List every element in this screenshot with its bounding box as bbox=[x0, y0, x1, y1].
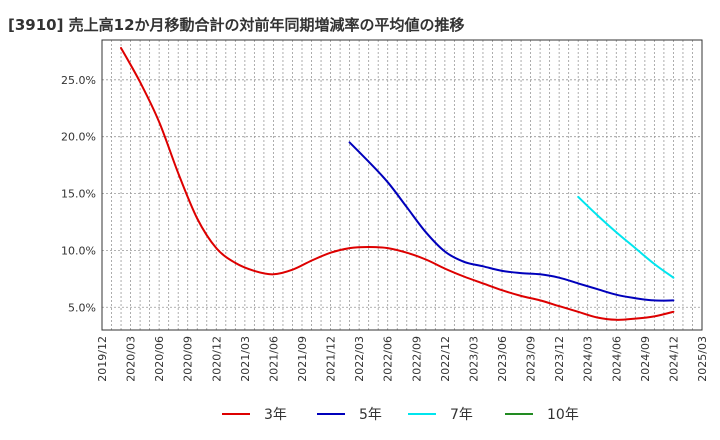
x-tick-label: 2020/09 bbox=[182, 336, 195, 382]
series-line-2 bbox=[348, 141, 675, 302]
y-tick-label: 10.0% bbox=[61, 244, 96, 257]
x-tick-label: 2024/06 bbox=[610, 336, 623, 382]
y-tick-label: 5.0% bbox=[68, 301, 96, 314]
x-tick-label: 2023/12 bbox=[553, 336, 566, 382]
chart-title: [3910] 売上高12か月移動合計の対前年同期増減率の平均値の推移 bbox=[8, 16, 465, 34]
x-tick-label: 2023/09 bbox=[525, 336, 538, 382]
legend-label: 5年 bbox=[359, 407, 382, 423]
x-tick-label: 2019/12 bbox=[96, 336, 109, 382]
series-lines bbox=[120, 47, 675, 321]
x-tick-label: 2022/12 bbox=[439, 336, 452, 382]
x-tick-label: 2024/12 bbox=[667, 336, 680, 382]
legend-label: 10年 bbox=[547, 407, 579, 423]
y-tick-label: 25.0% bbox=[61, 74, 96, 87]
series-line-1 bbox=[120, 47, 675, 321]
x-tick-label: 2020/06 bbox=[153, 336, 166, 382]
x-tick-label: 2022/09 bbox=[410, 336, 423, 382]
x-tick-label: 2023/03 bbox=[467, 336, 480, 382]
x-tick-label: 2021/09 bbox=[296, 336, 309, 382]
x-tick-label: 2024/09 bbox=[639, 336, 652, 382]
x-tick-label: 2021/06 bbox=[267, 336, 280, 382]
series-line-3 bbox=[577, 195, 675, 279]
x-tick-label: 2022/06 bbox=[382, 336, 395, 382]
x-tick-label: 2024/03 bbox=[582, 336, 595, 382]
legend-label: 7年 bbox=[450, 407, 473, 423]
y-tick-label: 15.0% bbox=[61, 188, 96, 201]
grid bbox=[102, 40, 702, 330]
legend: 3年 5年 7年 10年 bbox=[222, 407, 579, 423]
x-tick-label: 2020/12 bbox=[210, 336, 223, 382]
plot-frame bbox=[101, 39, 703, 331]
x-tick-label: 2020/03 bbox=[125, 336, 138, 382]
x-tick-label: 2021/03 bbox=[239, 336, 252, 382]
axes: 2019/12 2020/03 2020/06 2020/09 2020/12 2021/… bbox=[61, 39, 709, 382]
y-tick-label: 20.0% bbox=[61, 131, 96, 144]
x-tick-label: 2025/03 bbox=[696, 336, 709, 382]
x-tick-label: 2022/03 bbox=[353, 336, 366, 382]
legend-label: 3年 bbox=[264, 407, 287, 423]
x-tick-label: 2023/06 bbox=[496, 336, 509, 382]
x-tick-label: 2021/12 bbox=[325, 336, 338, 382]
